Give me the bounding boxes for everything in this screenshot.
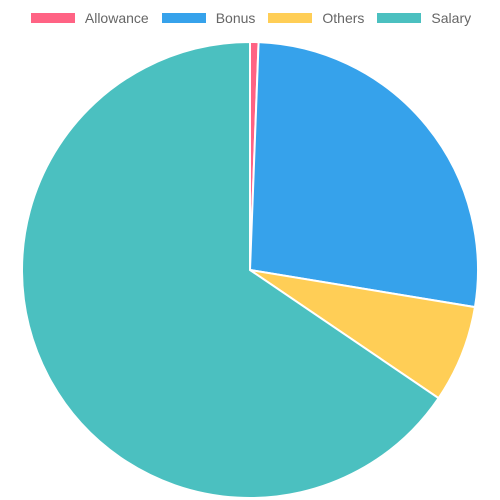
- chart-legend: Allowance Bonus Others Salary: [0, 8, 500, 28]
- pie-slice-salary[interactable]: [21, 40, 440, 499]
- legend-swatch-allowance: [28, 11, 77, 25]
- pie-slice-bonus[interactable]: [248, 41, 479, 309]
- legend-item-bonus[interactable]: Bonus: [159, 8, 256, 28]
- legend-label-others: Others: [322, 10, 365, 26]
- legend-label-allowance: Allowance: [84, 10, 149, 26]
- legend-swatch-salary: [375, 11, 424, 25]
- legend-item-salary[interactable]: Salary: [375, 8, 471, 28]
- legend-swatch-bonus: [159, 11, 208, 25]
- legend-item-allowance[interactable]: Allowance: [28, 8, 149, 28]
- pie-slices: [21, 40, 479, 499]
- legend-item-others[interactable]: Others: [266, 8, 364, 28]
- legend-swatch-others: [266, 11, 315, 25]
- legend-label-bonus: Bonus: [215, 10, 256, 26]
- legend-label-salary: Salary: [431, 10, 472, 26]
